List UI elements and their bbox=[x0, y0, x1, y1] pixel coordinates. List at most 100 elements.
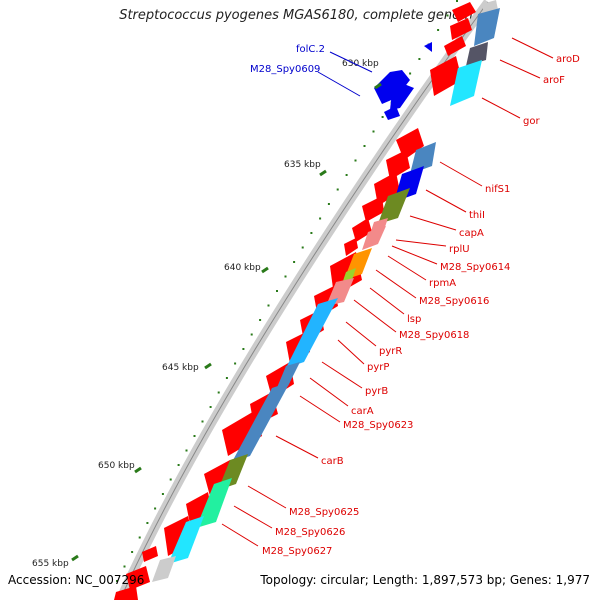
gene-label[interactable]: rpmA bbox=[429, 278, 456, 289]
leader-line bbox=[309, 377, 349, 407]
gene-label[interactable]: M28_Spy0627 bbox=[262, 546, 332, 557]
gene-label[interactable]: pyrB bbox=[365, 386, 388, 397]
ruler-dot bbox=[201, 420, 204, 423]
gene-arrow[interactable] bbox=[362, 196, 384, 222]
ruler-label: 635 kbp bbox=[284, 160, 321, 170]
ruler-label: 630 kbp bbox=[342, 59, 379, 69]
gene-label[interactable]: M28_Spy0609 bbox=[250, 64, 320, 75]
gene-label[interactable]: M28_Spy0618 bbox=[399, 330, 469, 341]
gene-block[interactable] bbox=[362, 226, 386, 250]
leader-line bbox=[329, 51, 373, 73]
gene-block[interactable] bbox=[152, 556, 176, 582]
gene-label[interactable]: M28_Spy0616 bbox=[419, 296, 489, 307]
gene-arrow[interactable] bbox=[386, 150, 410, 180]
gene-block[interactable] bbox=[378, 188, 410, 224]
gene-block[interactable] bbox=[168, 516, 204, 564]
ruler-dot bbox=[336, 188, 339, 191]
ruler-dot bbox=[327, 203, 330, 205]
gene-arrow[interactable] bbox=[430, 56, 462, 96]
ruler-dot bbox=[116, 580, 118, 582]
gene-label[interactable]: nifS1 bbox=[485, 184, 510, 195]
gene-block[interactable] bbox=[410, 142, 436, 174]
gene-label[interactable]: thiI bbox=[469, 210, 485, 221]
gene-label[interactable]: M28_Spy0625 bbox=[289, 507, 359, 518]
gene-label[interactable]: pyrR bbox=[379, 346, 402, 357]
ruler-dot bbox=[177, 464, 180, 466]
outer-genes bbox=[152, 0, 500, 582]
gene-label[interactable]: folC.2 bbox=[296, 44, 325, 55]
gene-block[interactable] bbox=[276, 362, 300, 390]
gene-label[interactable]: pyrP bbox=[367, 362, 389, 373]
gene-label[interactable]: aroF bbox=[543, 75, 565, 86]
ruler-tick bbox=[261, 266, 269, 274]
ruler-dot bbox=[161, 493, 164, 495]
gene-arrow[interactable] bbox=[126, 566, 150, 590]
gene-arrow-small[interactable] bbox=[424, 42, 432, 52]
gene-label[interactable]: rplU bbox=[449, 244, 470, 255]
ruler-dot bbox=[345, 174, 348, 176]
ruler-dot bbox=[372, 130, 375, 133]
accession-text: Accession: NC_007296 bbox=[8, 573, 145, 587]
ruler-dot bbox=[409, 72, 412, 75]
gene-arrow-small[interactable] bbox=[384, 106, 400, 120]
gene-block[interactable] bbox=[450, 60, 482, 106]
gene-label[interactable]: M28_Spy0623 bbox=[343, 420, 413, 431]
ruler-dots bbox=[116, 0, 458, 582]
ruler-tick bbox=[319, 169, 327, 177]
gene-label[interactable]: lsp bbox=[407, 314, 421, 325]
gene-label[interactable]: M28_Spy0626 bbox=[275, 527, 345, 538]
gene-arrow[interactable] bbox=[222, 410, 262, 456]
ruler-dot bbox=[363, 145, 366, 147]
ruler-dot bbox=[193, 435, 196, 437]
gene-arrow[interactable] bbox=[344, 238, 358, 256]
ruler-dot bbox=[456, 0, 458, 2]
leader-line bbox=[391, 245, 438, 265]
gene-label[interactable]: aroD bbox=[556, 54, 580, 65]
gene-arrow[interactable] bbox=[452, 2, 476, 22]
gene-block[interactable] bbox=[196, 478, 232, 528]
leader-line bbox=[317, 71, 361, 97]
gene-arrow-folC-2[interactable] bbox=[374, 70, 410, 104]
gene-arrow-M28-Spy0609[interactable] bbox=[390, 84, 414, 110]
gene-block[interactable] bbox=[466, 42, 488, 66]
gene-label[interactable]: carB bbox=[321, 456, 344, 467]
ruler-dot bbox=[276, 290, 278, 292]
ruler-label: 650 kbp bbox=[98, 461, 135, 471]
ruler-dot bbox=[242, 348, 245, 350]
gene-label[interactable]: carA bbox=[351, 406, 374, 417]
ruler-dot bbox=[146, 522, 149, 524]
left-gene-labels: folC.2 M28_Spy0609 bbox=[250, 44, 373, 97]
leader-line bbox=[221, 523, 259, 547]
gene-arrow[interactable] bbox=[114, 586, 138, 600]
gene-block[interactable] bbox=[232, 382, 290, 462]
ruler-dot bbox=[267, 304, 270, 307]
gene-block[interactable] bbox=[286, 298, 338, 368]
ruler-dot bbox=[437, 29, 440, 31]
genome-info-text: Topology: circular; Length: 1,897,573 bp… bbox=[260, 573, 590, 587]
right-gene-labels: aroD aroF gor nifS1 thiI capA rplU M28_Spy0614r… bbox=[221, 37, 580, 557]
gene-arrow[interactable] bbox=[444, 36, 466, 56]
ruler-dot bbox=[131, 551, 134, 553]
gene-arrow[interactable] bbox=[450, 18, 472, 40]
gene-label[interactable]: capA bbox=[459, 228, 484, 239]
gene-label[interactable]: gor bbox=[523, 116, 540, 127]
gene-label[interactable]: M28_Spy0614 bbox=[440, 262, 510, 273]
gene-arrow[interactable] bbox=[142, 546, 158, 562]
ruler-dot bbox=[381, 116, 384, 118]
ruler-dot bbox=[319, 217, 322, 220]
gene-arrow[interactable] bbox=[186, 492, 212, 524]
leader-line bbox=[375, 269, 417, 299]
ruler-dot bbox=[234, 362, 237, 365]
gene-block[interactable] bbox=[326, 278, 354, 306]
leader-line bbox=[439, 161, 483, 187]
ruler: 630 kbp 635 kbp 640 kbp 645 kbp 650 kbp 655 k… bbox=[32, 59, 382, 569]
gene-arrow[interactable] bbox=[352, 218, 372, 242]
ruler-label: 645 kbp bbox=[162, 363, 199, 373]
ruler-dot bbox=[225, 377, 228, 379]
ruler-label: 640 kbp bbox=[224, 263, 261, 273]
gene-block[interactable] bbox=[474, 8, 500, 46]
leader-line bbox=[387, 255, 427, 281]
leader-line bbox=[499, 59, 541, 79]
leader-line bbox=[511, 37, 554, 59]
